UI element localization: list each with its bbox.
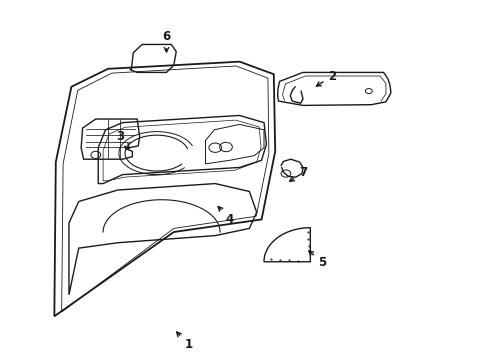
Text: 5: 5: [308, 251, 326, 269]
Text: 1: 1: [176, 332, 192, 351]
Text: 2: 2: [316, 69, 336, 86]
Text: 6: 6: [162, 30, 170, 52]
Text: 7: 7: [289, 166, 306, 181]
Text: 4: 4: [218, 207, 234, 226]
Text: 3: 3: [116, 130, 129, 148]
